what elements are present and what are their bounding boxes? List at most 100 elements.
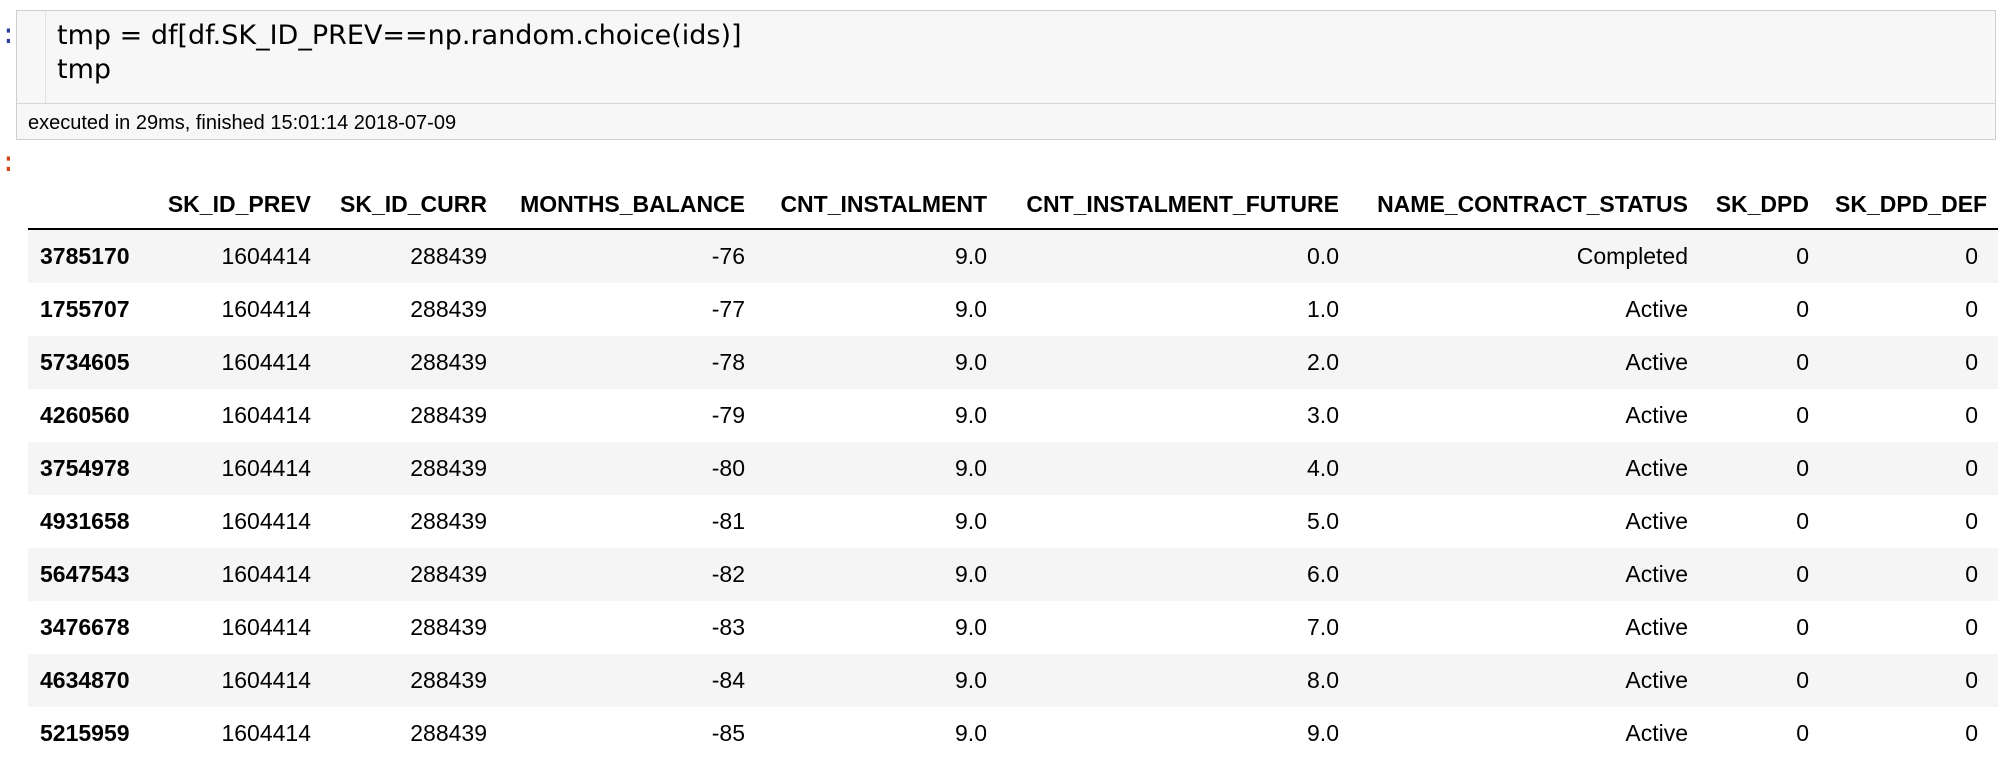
table-cell: 9.0 [1307, 720, 1339, 746]
table-cell: 9.0 [955, 508, 987, 534]
column-header: CNT_INSTALMENT [765, 180, 1007, 230]
table-cell: 9.0 [955, 455, 987, 481]
table-cell: 8.0 [1307, 667, 1339, 693]
table-cell: Active [1625, 402, 1688, 428]
table-cell: 9.0 [955, 720, 987, 746]
table-cell: 7.0 [1307, 614, 1339, 640]
table-cell: 288439 [410, 561, 487, 587]
table-cell: 288439 [410, 296, 487, 322]
table-cell: 9.0 [955, 296, 987, 322]
table-header: SK_ID_PREV SK_ID_CURR MONTHS_BALANCE CNT… [28, 180, 1998, 230]
table-cell: -81 [711, 508, 745, 534]
table-cell: 2.0 [1307, 349, 1339, 375]
code-cell[interactable]: tmp = df[df.SK_ID_PREV==np.random.choice… [16, 10, 1996, 140]
row-index: 4931658 [40, 508, 130, 534]
code-gutter [17, 11, 46, 103]
table-cell: -84 [711, 667, 745, 693]
table-cell: 0 [1796, 296, 1809, 322]
table-cell: 0 [1965, 455, 1978, 481]
table-cell: 1604414 [221, 349, 311, 375]
table-cell: 0.0 [1307, 243, 1339, 269]
dataframe-table: SK_ID_PREV SK_ID_CURR MONTHS_BALANCE CNT… [28, 180, 1998, 760]
row-index: 3476678 [40, 614, 130, 640]
table-cell: Active [1625, 667, 1688, 693]
table-row: 3754978 1604414 288439 -80 9.0 4.0 Activ… [28, 442, 1998, 495]
table-row: 5647543 1604414 288439 -82 9.0 6.0 Activ… [28, 548, 1998, 601]
table-cell: 9.0 [955, 614, 987, 640]
code-text[interactable]: tmp = df[df.SK_ID_PREV==np.random.choice… [57, 19, 742, 87]
header-row: SK_ID_PREV SK_ID_CURR MONTHS_BALANCE CNT… [28, 180, 1998, 230]
table-cell: 9.0 [955, 402, 987, 428]
table-cell: 0 [1796, 720, 1809, 746]
table-cell: 0 [1796, 402, 1809, 428]
table-cell: Active [1625, 508, 1688, 534]
table-cell: 0 [1965, 349, 1978, 375]
table-row: 3785170 1604414 288439 -76 9.0 0.0 Compl… [28, 229, 1998, 283]
table-cell: 288439 [410, 402, 487, 428]
table-cell: 0 [1796, 243, 1809, 269]
execution-status: executed in 29ms, finished 15:01:14 2018… [28, 112, 457, 134]
table-cell: -77 [711, 296, 745, 322]
row-index: 5647543 [40, 561, 130, 587]
table-row: 1755707 1604414 288439 -77 9.0 1.0 Activ… [28, 283, 1998, 336]
column-header: SK_DPD [1708, 180, 1829, 230]
table-row: 5215959 1604414 288439 -85 9.0 9.0 Activ… [28, 707, 1998, 760]
table-cell: 1604414 [221, 720, 311, 746]
table-cell: 6.0 [1307, 561, 1339, 587]
table-cell: 0 [1796, 508, 1809, 534]
table-cell: 0 [1796, 614, 1809, 640]
table-cell: 1604414 [221, 667, 311, 693]
dataframe-output: SK_ID_PREV SK_ID_CURR MONTHS_BALANCE CNT… [28, 180, 1998, 760]
column-header: SK_ID_CURR [331, 180, 507, 230]
index-header [28, 180, 146, 230]
table-row: 5734605 1604414 288439 -78 9.0 2.0 Activ… [28, 336, 1998, 389]
table-row: 4931658 1604414 288439 -81 9.0 5.0 Activ… [28, 495, 1998, 548]
row-index: 4634870 [40, 667, 130, 693]
table-cell: 0 [1796, 561, 1809, 587]
table-cell: 0 [1965, 508, 1978, 534]
row-index: 5215959 [40, 720, 130, 746]
table-cell: Active [1625, 720, 1688, 746]
table-cell: 1604414 [221, 455, 311, 481]
input-prompt: : [0, 21, 17, 52]
table-cell: 0 [1965, 667, 1978, 693]
row-index: 4260560 [40, 402, 130, 428]
table-cell: -79 [711, 402, 745, 428]
table-cell: -82 [711, 561, 745, 587]
row-index: 1755707 [40, 296, 130, 322]
table-cell: -85 [711, 720, 745, 746]
table-row: 3476678 1604414 288439 -83 9.0 7.0 Activ… [28, 601, 1998, 654]
table-cell: Active [1625, 614, 1688, 640]
table-cell: 9.0 [955, 667, 987, 693]
table-cell: 288439 [410, 455, 487, 481]
table-cell: 0 [1965, 296, 1978, 322]
table-cell: 1604414 [221, 561, 311, 587]
table-row: 4260560 1604414 288439 -79 9.0 3.0 Activ… [28, 389, 1998, 442]
table-cell: 3.0 [1307, 402, 1339, 428]
column-header: SK_ID_PREV [146, 180, 331, 230]
table-cell: 1604414 [221, 614, 311, 640]
column-header: NAME_CONTRACT_STATUS [1359, 180, 1708, 230]
table-cell: -78 [711, 349, 745, 375]
table-cell: 1604414 [221, 243, 311, 269]
table-cell: 0 [1965, 243, 1978, 269]
table-cell: 0 [1796, 455, 1809, 481]
table-cell: 4.0 [1307, 455, 1339, 481]
table-cell: 288439 [410, 720, 487, 746]
column-header: SK_DPD_DEF [1829, 180, 1998, 230]
table-row: 4634870 1604414 288439 -84 9.0 8.0 Activ… [28, 654, 1998, 707]
table-cell: 9.0 [955, 243, 987, 269]
table-cell: -80 [711, 455, 745, 481]
table-cell: Active [1625, 455, 1688, 481]
table-cell: 288439 [410, 243, 487, 269]
table-cell: 1.0 [1307, 296, 1339, 322]
row-index: 5734605 [40, 349, 130, 375]
table-cell: 1604414 [221, 508, 311, 534]
column-header: CNT_INSTALMENT_FUTURE [1007, 180, 1359, 230]
code-editor[interactable]: tmp = df[df.SK_ID_PREV==np.random.choice… [17, 11, 1995, 104]
table-cell: Active [1625, 296, 1688, 322]
table-cell: Completed [1576, 243, 1688, 269]
table-cell: 0 [1796, 667, 1809, 693]
table-cell: 9.0 [955, 349, 987, 375]
table-cell: 0 [1965, 720, 1978, 746]
